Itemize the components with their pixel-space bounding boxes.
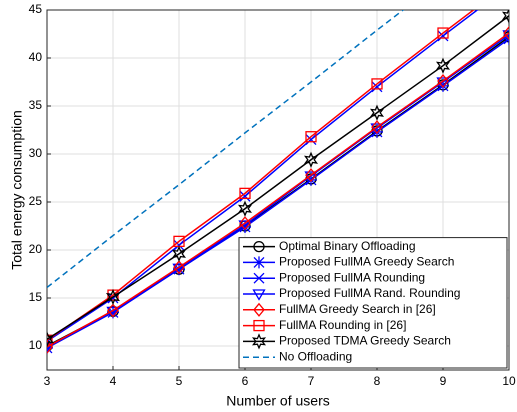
x-tick-label: 3 — [44, 374, 51, 388]
x-tick-label: 7 — [308, 374, 315, 388]
y-axis-label: Total energy consumption — [9, 110, 25, 270]
marker — [173, 239, 185, 251]
marker — [105, 288, 121, 306]
marker — [371, 81, 383, 93]
series-line — [47, 10, 475, 341]
marker — [107, 306, 119, 319]
marker — [239, 220, 251, 233]
plot-frame — [46, 9, 510, 371]
marker — [252, 289, 266, 301]
marker — [303, 151, 319, 168]
series-line — [47, 15, 509, 340]
marker — [369, 104, 385, 121]
marker — [253, 240, 265, 253]
legend-label: Proposed FullMA Rand. Rounding — [279, 286, 460, 300]
marker — [173, 260, 185, 275]
marker — [47, 331, 55, 348]
marker — [305, 134, 317, 146]
legend: Optimal Binary Offloading Proposed FullMA… — [238, 237, 508, 369]
x-tick-label: 4 — [110, 374, 117, 388]
marker — [253, 319, 265, 332]
y-tick-label: 25 — [29, 194, 43, 208]
y-tick-label: 15 — [29, 290, 43, 304]
y-tick-label: 30 — [29, 146, 43, 160]
series-line — [47, 10, 405, 289]
marker — [503, 26, 509, 41]
y-tick-label: 40 — [29, 50, 43, 64]
y-tick-label: 35 — [29, 98, 43, 112]
series-line — [47, 34, 509, 348]
legend-box — [238, 237, 508, 369]
marker — [305, 131, 317, 143]
legend-label: Proposed FullMA Greedy Search — [279, 255, 454, 269]
marker — [435, 57, 451, 74]
marker — [47, 334, 53, 346]
marker — [173, 263, 185, 276]
marker — [437, 74, 449, 89]
marker — [501, 10, 509, 24]
marker — [305, 168, 317, 183]
marker — [437, 79, 449, 92]
legend-label: Optimal Binary Offloading — [279, 239, 416, 253]
marker — [305, 173, 317, 186]
marker — [253, 302, 265, 317]
x-tick-label: 8 — [374, 374, 381, 388]
legend-label: FullMA Greedy Search in [26] — [279, 302, 436, 316]
marker — [371, 125, 383, 138]
marker — [171, 245, 187, 262]
marker — [253, 256, 265, 269]
legend-label: FullMA Rounding in [26] — [279, 318, 406, 332]
marker — [437, 30, 449, 42]
marker — [239, 190, 251, 202]
marker — [239, 187, 251, 200]
marker — [107, 303, 119, 318]
y-tick-label: 10 — [29, 338, 43, 352]
x-axis-label: Number of users — [226, 393, 329, 409]
y-tick-label: 20 — [29, 242, 43, 256]
series-layer — [47, 10, 509, 354]
y-tick-label: 45 — [29, 2, 43, 16]
legend-label: Proposed FullMA Rounding — [279, 270, 425, 284]
x-tick-label: 6 — [242, 374, 249, 388]
marker — [47, 342, 54, 354]
series-line — [47, 38, 509, 349]
marker — [239, 216, 251, 231]
marker — [253, 272, 265, 284]
marker — [251, 333, 267, 350]
marker — [371, 78, 383, 90]
series-line — [47, 32, 509, 348]
marker — [371, 120, 383, 135]
legend-label: No Offloading — [279, 349, 352, 363]
x-tick-label: 9 — [440, 374, 447, 388]
marker — [237, 200, 253, 217]
x-tick-label: 5 — [176, 374, 183, 388]
legend-label: Proposed TDMA Greedy Search — [279, 334, 451, 348]
x-tick-label: 10 — [502, 374, 516, 388]
marker — [437, 27, 449, 39]
